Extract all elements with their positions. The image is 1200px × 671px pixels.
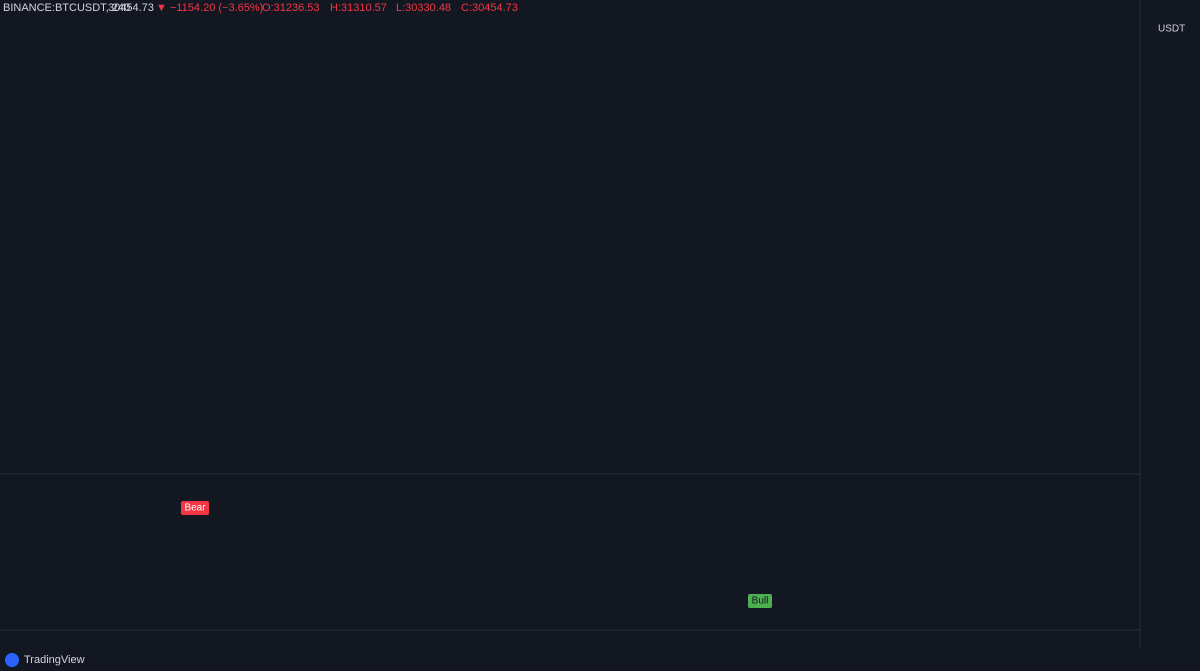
bull-tag — [748, 594, 772, 608]
price-change: ▼ −1154.20 (−3.65%) — [156, 2, 263, 14]
brand: TradingView — [24, 654, 85, 666]
high: H:31310.57 — [330, 2, 387, 14]
close: C:30454.73 — [461, 2, 518, 14]
bull-label: Bull — [752, 596, 769, 607]
low: L:30330.48 — [396, 2, 451, 14]
price-axis-bg — [1140, 0, 1200, 648]
brand-logo — [5, 653, 19, 667]
last-price: 30454.73 — [108, 2, 154, 14]
symbol: BINANCE:BTCUSDT, 240 — [3, 2, 130, 14]
bear-label: Bear — [184, 503, 206, 514]
currency: USDT — [1158, 24, 1185, 35]
open: O:31236.53 — [262, 2, 320, 14]
bear-tag — [181, 501, 209, 515]
footer-bar — [0, 648, 1200, 671]
